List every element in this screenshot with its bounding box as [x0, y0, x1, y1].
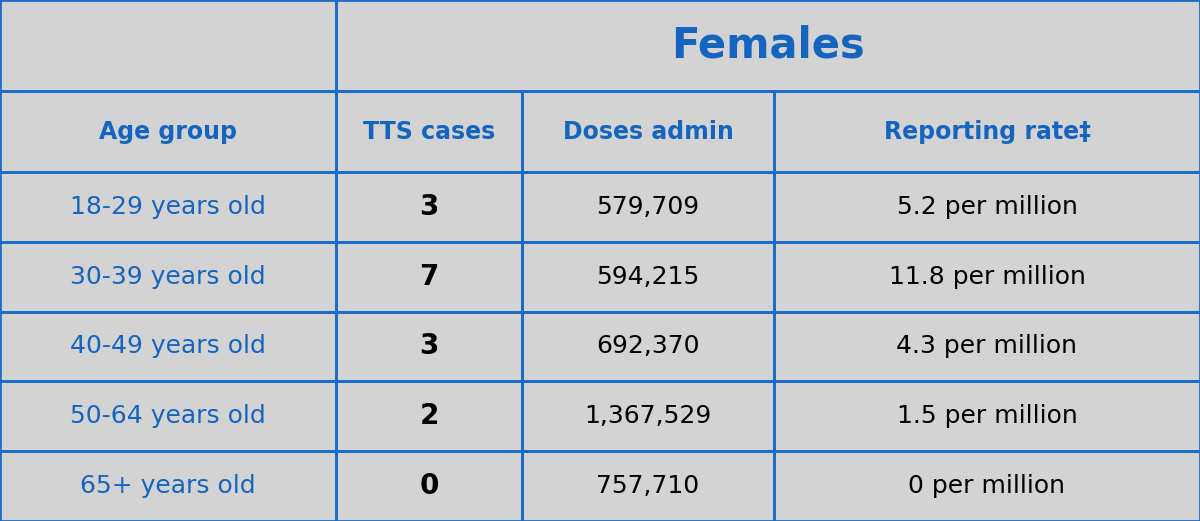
Bar: [0, 381, 336, 451]
Bar: [0, 312, 336, 381]
Text: Age group: Age group: [100, 119, 238, 144]
Bar: [336, 381, 522, 451]
Bar: [336, 312, 522, 381]
Text: 11.8 per million: 11.8 per million: [888, 265, 1086, 289]
Text: 18-29 years old: 18-29 years old: [70, 195, 266, 219]
Bar: [774, 242, 1200, 312]
Bar: [336, 172, 522, 242]
Text: 65+ years old: 65+ years old: [80, 474, 256, 498]
Bar: [774, 242, 1200, 312]
Text: 40-49 years old: 40-49 years old: [70, 334, 266, 358]
Bar: [336, 0, 1200, 91]
Bar: [336, 242, 522, 312]
Bar: [774, 312, 1200, 381]
Bar: [0, 0, 336, 91]
Bar: [0, 381, 336, 451]
Bar: [522, 91, 774, 172]
Bar: [0, 451, 336, 521]
Bar: [0, 0, 336, 91]
Bar: [522, 172, 774, 242]
Text: 50-64 years old: 50-64 years old: [70, 404, 266, 428]
Bar: [522, 312, 774, 381]
Bar: [336, 91, 522, 172]
Bar: [336, 312, 522, 381]
Bar: [522, 242, 774, 312]
Text: 3: 3: [419, 193, 439, 221]
Bar: [336, 451, 522, 521]
Bar: [774, 91, 1200, 172]
Bar: [522, 451, 774, 521]
Bar: [522, 312, 774, 381]
Text: 757,710: 757,710: [596, 474, 700, 498]
Text: 0 per million: 0 per million: [908, 474, 1066, 498]
Bar: [0, 242, 336, 312]
Bar: [774, 381, 1200, 451]
Bar: [522, 381, 774, 451]
Text: 594,215: 594,215: [596, 265, 700, 289]
Text: Doses admin: Doses admin: [563, 119, 733, 144]
Text: 1,367,529: 1,367,529: [584, 404, 712, 428]
Text: 692,370: 692,370: [596, 334, 700, 358]
Text: 5.2 per million: 5.2 per million: [896, 195, 1078, 219]
Text: 0: 0: [419, 472, 439, 500]
Bar: [774, 451, 1200, 521]
Bar: [774, 91, 1200, 172]
Bar: [774, 172, 1200, 242]
Bar: [336, 242, 522, 312]
Bar: [0, 451, 336, 521]
Text: 7: 7: [419, 263, 439, 291]
Bar: [0, 91, 336, 172]
Bar: [336, 0, 1200, 91]
Bar: [336, 381, 522, 451]
Text: 1.5 per million: 1.5 per million: [896, 404, 1078, 428]
Bar: [0, 242, 336, 312]
Text: TTS cases: TTS cases: [362, 119, 496, 144]
Text: 30-39 years old: 30-39 years old: [70, 265, 266, 289]
Text: 579,709: 579,709: [596, 195, 700, 219]
Bar: [522, 451, 774, 521]
Bar: [522, 91, 774, 172]
Bar: [774, 451, 1200, 521]
Text: Females: Females: [671, 24, 865, 67]
Text: 3: 3: [419, 332, 439, 361]
Bar: [336, 451, 522, 521]
Text: Reporting rate‡: Reporting rate‡: [883, 119, 1091, 144]
Bar: [0, 172, 336, 242]
Bar: [774, 312, 1200, 381]
Bar: [336, 91, 522, 172]
Text: 4.3 per million: 4.3 per million: [896, 334, 1078, 358]
Bar: [774, 172, 1200, 242]
Bar: [336, 172, 522, 242]
Bar: [774, 381, 1200, 451]
Bar: [0, 172, 336, 242]
Bar: [0, 91, 336, 172]
Bar: [0, 312, 336, 381]
Bar: [522, 381, 774, 451]
Bar: [522, 242, 774, 312]
Text: 2: 2: [419, 402, 439, 430]
Bar: [522, 172, 774, 242]
